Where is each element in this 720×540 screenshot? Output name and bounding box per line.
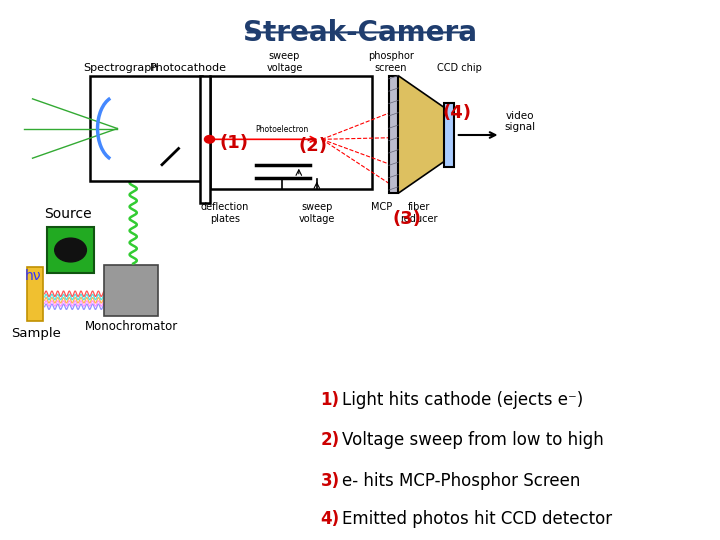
Bar xyxy=(47,227,94,273)
Text: Sample: Sample xyxy=(11,327,61,340)
Circle shape xyxy=(204,136,215,143)
Text: MCP: MCP xyxy=(371,202,392,213)
Bar xyxy=(27,267,43,321)
Bar xyxy=(90,76,202,181)
Text: video
signal: video signal xyxy=(504,111,535,132)
Text: CCD chip: CCD chip xyxy=(437,63,482,73)
Bar xyxy=(200,76,210,202)
Text: deflection
plates: deflection plates xyxy=(200,202,249,224)
Text: Voltage sweep from low to high: Voltage sweep from low to high xyxy=(342,431,604,449)
Circle shape xyxy=(55,238,86,262)
Text: Source: Source xyxy=(45,207,92,221)
Text: 3): 3) xyxy=(320,471,340,490)
Text: sweep
voltage: sweep voltage xyxy=(266,51,302,73)
Bar xyxy=(389,76,398,193)
Text: Light hits cathode (ejects e⁻): Light hits cathode (ejects e⁻) xyxy=(342,390,583,409)
Text: phosphor
screen: phosphor screen xyxy=(368,51,414,73)
Text: Emitted photos hit CCD detector: Emitted photos hit CCD detector xyxy=(342,510,612,529)
Text: Spectrograph: Spectrograph xyxy=(84,63,158,73)
Text: 1): 1) xyxy=(320,390,339,409)
Bar xyxy=(210,76,372,189)
Text: Streak-Camera: Streak-Camera xyxy=(243,19,477,47)
Text: sweep
voltage: sweep voltage xyxy=(299,202,335,224)
Bar xyxy=(444,103,454,167)
Bar xyxy=(104,265,158,316)
Text: hν: hν xyxy=(25,269,42,284)
Text: e- hits MCP-Phosphor Screen: e- hits MCP-Phosphor Screen xyxy=(342,471,580,490)
Text: 4): 4) xyxy=(320,510,340,529)
Polygon shape xyxy=(398,76,445,193)
Text: (2): (2) xyxy=(299,137,328,155)
Text: Photocathode: Photocathode xyxy=(150,63,227,73)
Text: (3): (3) xyxy=(392,210,421,228)
Text: 2): 2) xyxy=(320,431,340,449)
Text: (4): (4) xyxy=(443,104,472,123)
Text: Photoelectron: Photoelectron xyxy=(256,125,309,134)
Text: fiber
reducer: fiber reducer xyxy=(400,202,438,224)
Text: (1): (1) xyxy=(220,134,248,152)
Text: Monochromator: Monochromator xyxy=(85,320,179,333)
